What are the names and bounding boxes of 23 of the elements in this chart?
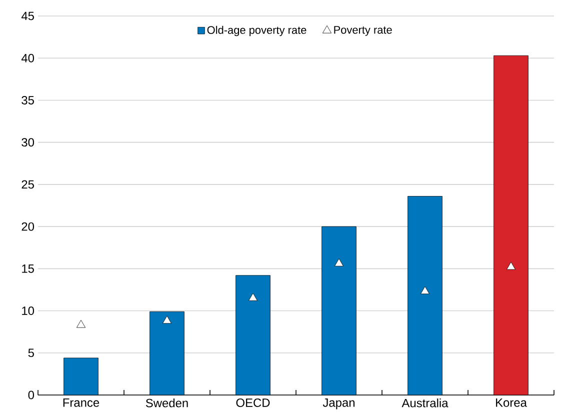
y-tick-label: 20 xyxy=(22,222,34,231)
y-tick-label: 15 xyxy=(22,264,34,273)
y-tick-label: 30 xyxy=(22,138,34,147)
y-tick-label: 35 xyxy=(22,96,34,104)
y-tick-label: 45 xyxy=(21,12,34,20)
x-tick-label: Japan xyxy=(322,398,355,410)
x-tick-label: Australia xyxy=(402,398,448,408)
y-tick-label: 0 xyxy=(28,390,34,400)
point xyxy=(162,316,172,324)
x-tick-label: Korea xyxy=(496,398,527,407)
x-tick-label: OECD xyxy=(236,398,270,407)
y-tick-label: 40 xyxy=(21,54,34,62)
x-tick-label: Sweden xyxy=(146,398,188,408)
point xyxy=(420,286,430,294)
y-tick-label: 5 xyxy=(28,348,34,358)
legend-label: Poverty rate xyxy=(334,26,392,36)
point xyxy=(248,292,258,301)
point xyxy=(506,262,516,270)
x-tick-label: France xyxy=(63,398,100,407)
y-tick-label: 10 xyxy=(22,306,34,316)
y-tick-label: 25 xyxy=(22,180,34,189)
legend-label: Old-age poverty rate xyxy=(207,26,306,36)
point xyxy=(334,258,344,266)
